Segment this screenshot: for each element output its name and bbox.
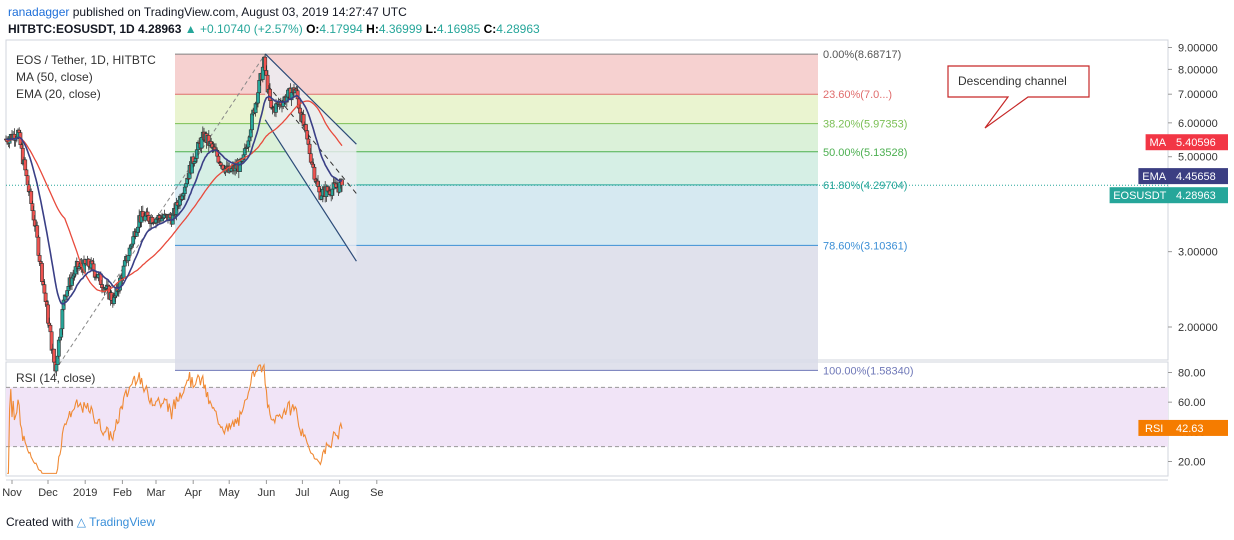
candle-body bbox=[60, 309, 65, 330]
rsi-legend: RSI (14, close) bbox=[16, 371, 95, 385]
price-tick-label: 8.00000 bbox=[1178, 64, 1218, 76]
low-value: 4.16985 bbox=[436, 22, 481, 36]
open-value: 4.17994 bbox=[319, 22, 363, 36]
badge-name-bg bbox=[1145, 134, 1170, 151]
fib-level-label: 100.00%(1.58340) bbox=[823, 365, 914, 377]
ema-legend: EMA (20, close) bbox=[16, 87, 101, 101]
badge-name-bg bbox=[1138, 168, 1170, 185]
time-tick-label: Jun bbox=[258, 487, 276, 499]
fib-level-label: 78.60%(3.10361) bbox=[823, 240, 907, 252]
badge-value-bg bbox=[1170, 168, 1228, 185]
time-tick-label: Feb bbox=[113, 487, 132, 499]
candle-body bbox=[131, 236, 136, 245]
badge-name-bg bbox=[1138, 419, 1170, 436]
candle-body bbox=[304, 124, 308, 132]
tradingview-logo-icon: △ bbox=[76, 515, 86, 529]
candle-body bbox=[54, 364, 59, 372]
close-label: C: bbox=[483, 22, 497, 36]
rsi-line bbox=[7, 363, 343, 474]
time-tick-label: Dec bbox=[38, 487, 58, 499]
time-tick-label: Se bbox=[370, 487, 383, 499]
high-label: H: bbox=[366, 22, 379, 36]
rsi-tick-label: 60.00 bbox=[1178, 397, 1206, 409]
fib-zone bbox=[175, 184, 818, 246]
price-tick-label: 2.00000 bbox=[1178, 322, 1218, 334]
symbol-name: HITBTC:EOSUSDT, 1D bbox=[8, 22, 135, 36]
time-tick-label: Aug bbox=[330, 487, 350, 499]
badge-name: EOSUSDT bbox=[1113, 190, 1166, 202]
badge-value-bg bbox=[1170, 134, 1228, 151]
fib-level-label: 23.60%(7.0...) bbox=[823, 89, 892, 101]
candles bbox=[4, 54, 344, 377]
ema-20-line bbox=[5, 94, 343, 305]
time-tick-label: 2019 bbox=[73, 487, 97, 499]
fib-zone bbox=[175, 245, 818, 371]
badge-value: 4.45658 bbox=[1176, 171, 1216, 183]
badge-name: MA bbox=[1150, 137, 1167, 149]
price-tick-label: 7.00000 bbox=[1178, 89, 1218, 101]
price-tick-label: 6.00000 bbox=[1178, 118, 1218, 130]
close-value: 4.28963 bbox=[496, 22, 540, 36]
badge-name: EMA bbox=[1142, 171, 1167, 183]
open-label: O: bbox=[306, 22, 320, 36]
chart-title: EOS / Tether, 1D, HITBTC bbox=[16, 53, 156, 67]
rsi-tick-label: 80.00 bbox=[1178, 368, 1206, 380]
last-price: 4.28963 bbox=[138, 22, 182, 36]
tradingview-brand[interactable]: TradingView bbox=[89, 515, 156, 529]
created-with-text: Created with bbox=[6, 515, 74, 529]
annotation-callout bbox=[947, 65, 1090, 129]
candle-body bbox=[42, 284, 47, 294]
price-tick-label: 9.00000 bbox=[1178, 43, 1218, 55]
symbol-line: HITBTC:EOSUSDT, 1D 4.28963 ▲ +0.10740 (+… bbox=[8, 22, 540, 36]
footer: Created with △ TradingView bbox=[6, 515, 155, 529]
candle-body bbox=[23, 159, 28, 171]
time-tick-label: May bbox=[219, 487, 240, 499]
price-tick-label: 3.00000 bbox=[1178, 247, 1218, 259]
time-tick-label: Jul bbox=[295, 487, 309, 499]
rsi-tick-label: 20.00 bbox=[1178, 457, 1206, 469]
author-link[interactable]: ranadagger bbox=[8, 5, 70, 19]
fib-level-label: 61.80%(4.29704) bbox=[823, 180, 907, 192]
low-label: L: bbox=[425, 22, 437, 36]
fib-level-label: 38.20%(5.97353) bbox=[823, 119, 907, 131]
candle-body bbox=[308, 153, 313, 163]
candle-body bbox=[52, 348, 56, 363]
fib-trend-line bbox=[54, 53, 266, 371]
badge-value: 42.63 bbox=[1176, 423, 1204, 435]
fib-zone bbox=[175, 151, 818, 185]
time-tick-label: Nov bbox=[2, 487, 22, 499]
badge-name: RSI bbox=[1145, 423, 1163, 435]
publish-line: ranadagger published on TradingView.com,… bbox=[8, 5, 407, 19]
annotation-text: Descending channel bbox=[958, 74, 1067, 88]
fib-level-label: 0.00%(8.68717) bbox=[823, 49, 901, 61]
price-tick-label: 5.00000 bbox=[1178, 152, 1218, 164]
candle-body bbox=[126, 255, 131, 262]
candle-body bbox=[121, 265, 126, 279]
badge-name-bg bbox=[1109, 187, 1170, 204]
candle-body bbox=[48, 324, 53, 333]
badge-value-bg bbox=[1170, 419, 1228, 436]
candle-body bbox=[250, 113, 254, 131]
badge-value: 5.40596 bbox=[1176, 137, 1216, 149]
badge-value-bg bbox=[1170, 187, 1228, 204]
ma-legend: MA (50, close) bbox=[16, 70, 93, 84]
price-change: ▲ +0.10740 (+2.57%) bbox=[184, 22, 303, 36]
publish-info: published on TradingView.com, August 03,… bbox=[72, 5, 407, 19]
time-tick-label: Mar bbox=[147, 487, 166, 499]
rsi-band bbox=[6, 387, 1168, 447]
channel-upper-line bbox=[264, 53, 357, 145]
channel-lower-line bbox=[264, 119, 357, 262]
badge-value: 4.28963 bbox=[1176, 190, 1216, 202]
candle-body bbox=[312, 166, 317, 180]
time-tick-label: Apr bbox=[185, 487, 202, 499]
fib-level-label: 50.00%(5.13528) bbox=[823, 147, 907, 159]
candle-body bbox=[40, 263, 44, 282]
ma-50-line bbox=[5, 100, 343, 292]
high-value: 4.36999 bbox=[378, 22, 423, 36]
candle-body bbox=[24, 169, 29, 177]
candle-body bbox=[36, 236, 41, 256]
candle-body bbox=[256, 92, 260, 104]
